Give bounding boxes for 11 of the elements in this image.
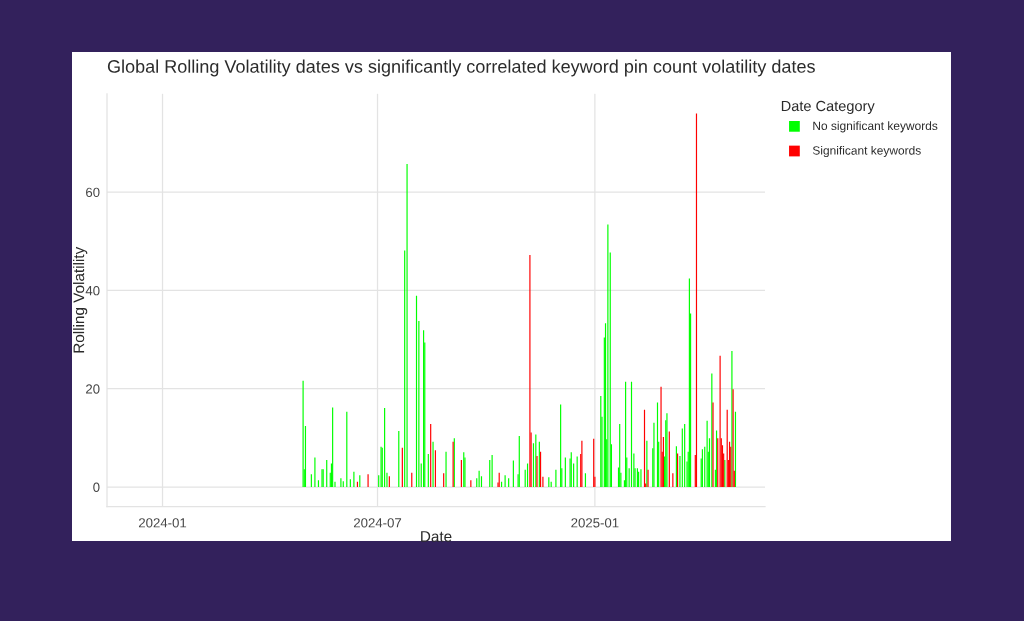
chart-title: Global Rolling Volatility dates vs significantly correlated keyword pin count volatility dates [107,59,815,77]
legend-label: No significant keywords [813,121,938,133]
legend-label: Significant keywords [812,145,921,158]
legend-title: Date Category [781,100,875,115]
y-tick-label: 60 [86,187,100,198]
x-tick-label: 2024-07 [353,518,402,528]
x-tick-label: 2025-01 [571,518,619,528]
x-tick-label: 2024-01 [138,518,187,528]
y-tick-label: 20 [86,384,100,394]
y-tick-label: 0 [93,482,100,492]
x-axis-title: Date [421,531,452,542]
